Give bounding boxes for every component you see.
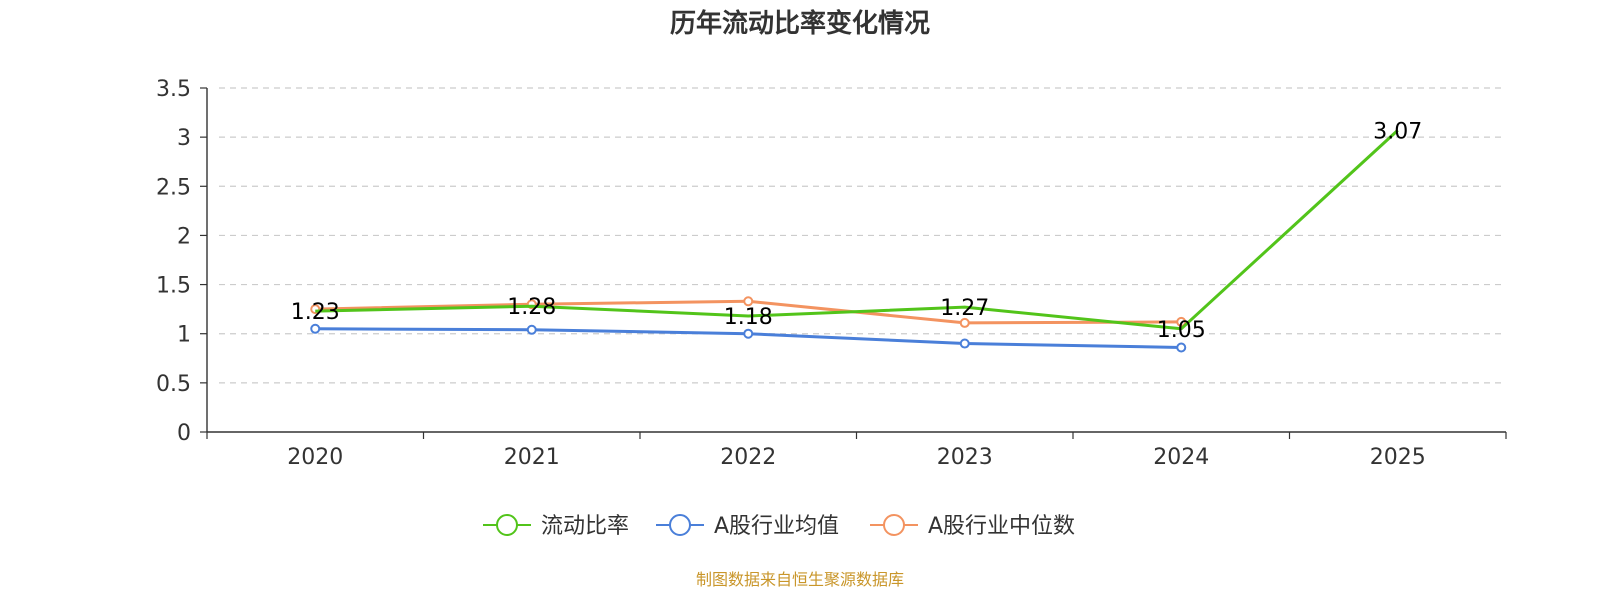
legend-label: 流动比率 <box>541 514 629 539</box>
legend-label: A股行业中位数 <box>928 514 1075 539</box>
series-point <box>310 323 321 334</box>
series-point <box>959 338 970 349</box>
series-point <box>1176 342 1187 353</box>
legend-item[interactable]: A股行业均值 <box>656 514 839 539</box>
x-tick-label: 2021 <box>504 445 560 470</box>
axes: 0 0.5 1 1.5 2 2.5 3 3.5 2020 2021 2022 2023 2024 2025 <box>156 77 1507 470</box>
legend-label: A股行业均值 <box>714 514 839 539</box>
y-tick-label: 3 <box>177 126 191 151</box>
source-note: 制图数据来自恒生聚源数据库 <box>696 570 904 589</box>
y-tick-label: 0 <box>177 421 191 446</box>
chart-title: 历年流动比率变化情况 <box>670 8 930 39</box>
data-label: 1.18 <box>724 305 773 330</box>
series-line <box>315 129 1399 331</box>
data-label: 1.05 <box>1157 318 1206 343</box>
x-tick-label: 2025 <box>1370 445 1426 470</box>
data-label: 1.27 <box>940 296 989 321</box>
y-tick-label: 1 <box>177 323 191 348</box>
x-tick-label: 2024 <box>1153 445 1209 470</box>
series <box>310 129 1399 353</box>
legend-swatch-marker <box>496 514 518 536</box>
grid <box>219 87 1506 384</box>
series-point <box>526 324 537 335</box>
legend-swatch-marker <box>883 514 905 536</box>
data-labels: 1.23 1.28 1.18 1.27 1.05 3.07 <box>291 119 1422 343</box>
x-tick-label: 2020 <box>287 445 343 470</box>
series-point <box>1176 316 1187 327</box>
y-tick-label: 3.5 <box>156 77 191 102</box>
legend[interactable]: 流动比率 A股行业均值 A股行业中位数 <box>483 514 1075 539</box>
x-tick-label: 2022 <box>720 445 776 470</box>
legend-item[interactable]: A股行业中位数 <box>870 514 1075 539</box>
series-point <box>959 317 970 328</box>
y-tick-label: 0.5 <box>156 372 191 397</box>
y-tick-label: 2.5 <box>156 175 191 200</box>
series-point <box>743 296 754 307</box>
data-label: 1.23 <box>291 300 340 325</box>
legend-swatch-marker <box>669 514 691 536</box>
data-label: 3.07 <box>1373 119 1422 144</box>
y-tick-label: 2 <box>177 224 191 249</box>
y-tick-label: 1.5 <box>156 274 191 299</box>
legend-item[interactable]: 流动比率 <box>483 514 629 539</box>
data-label: 1.28 <box>507 295 556 320</box>
x-tick-label: 2023 <box>937 445 993 470</box>
series-point <box>743 328 754 339</box>
